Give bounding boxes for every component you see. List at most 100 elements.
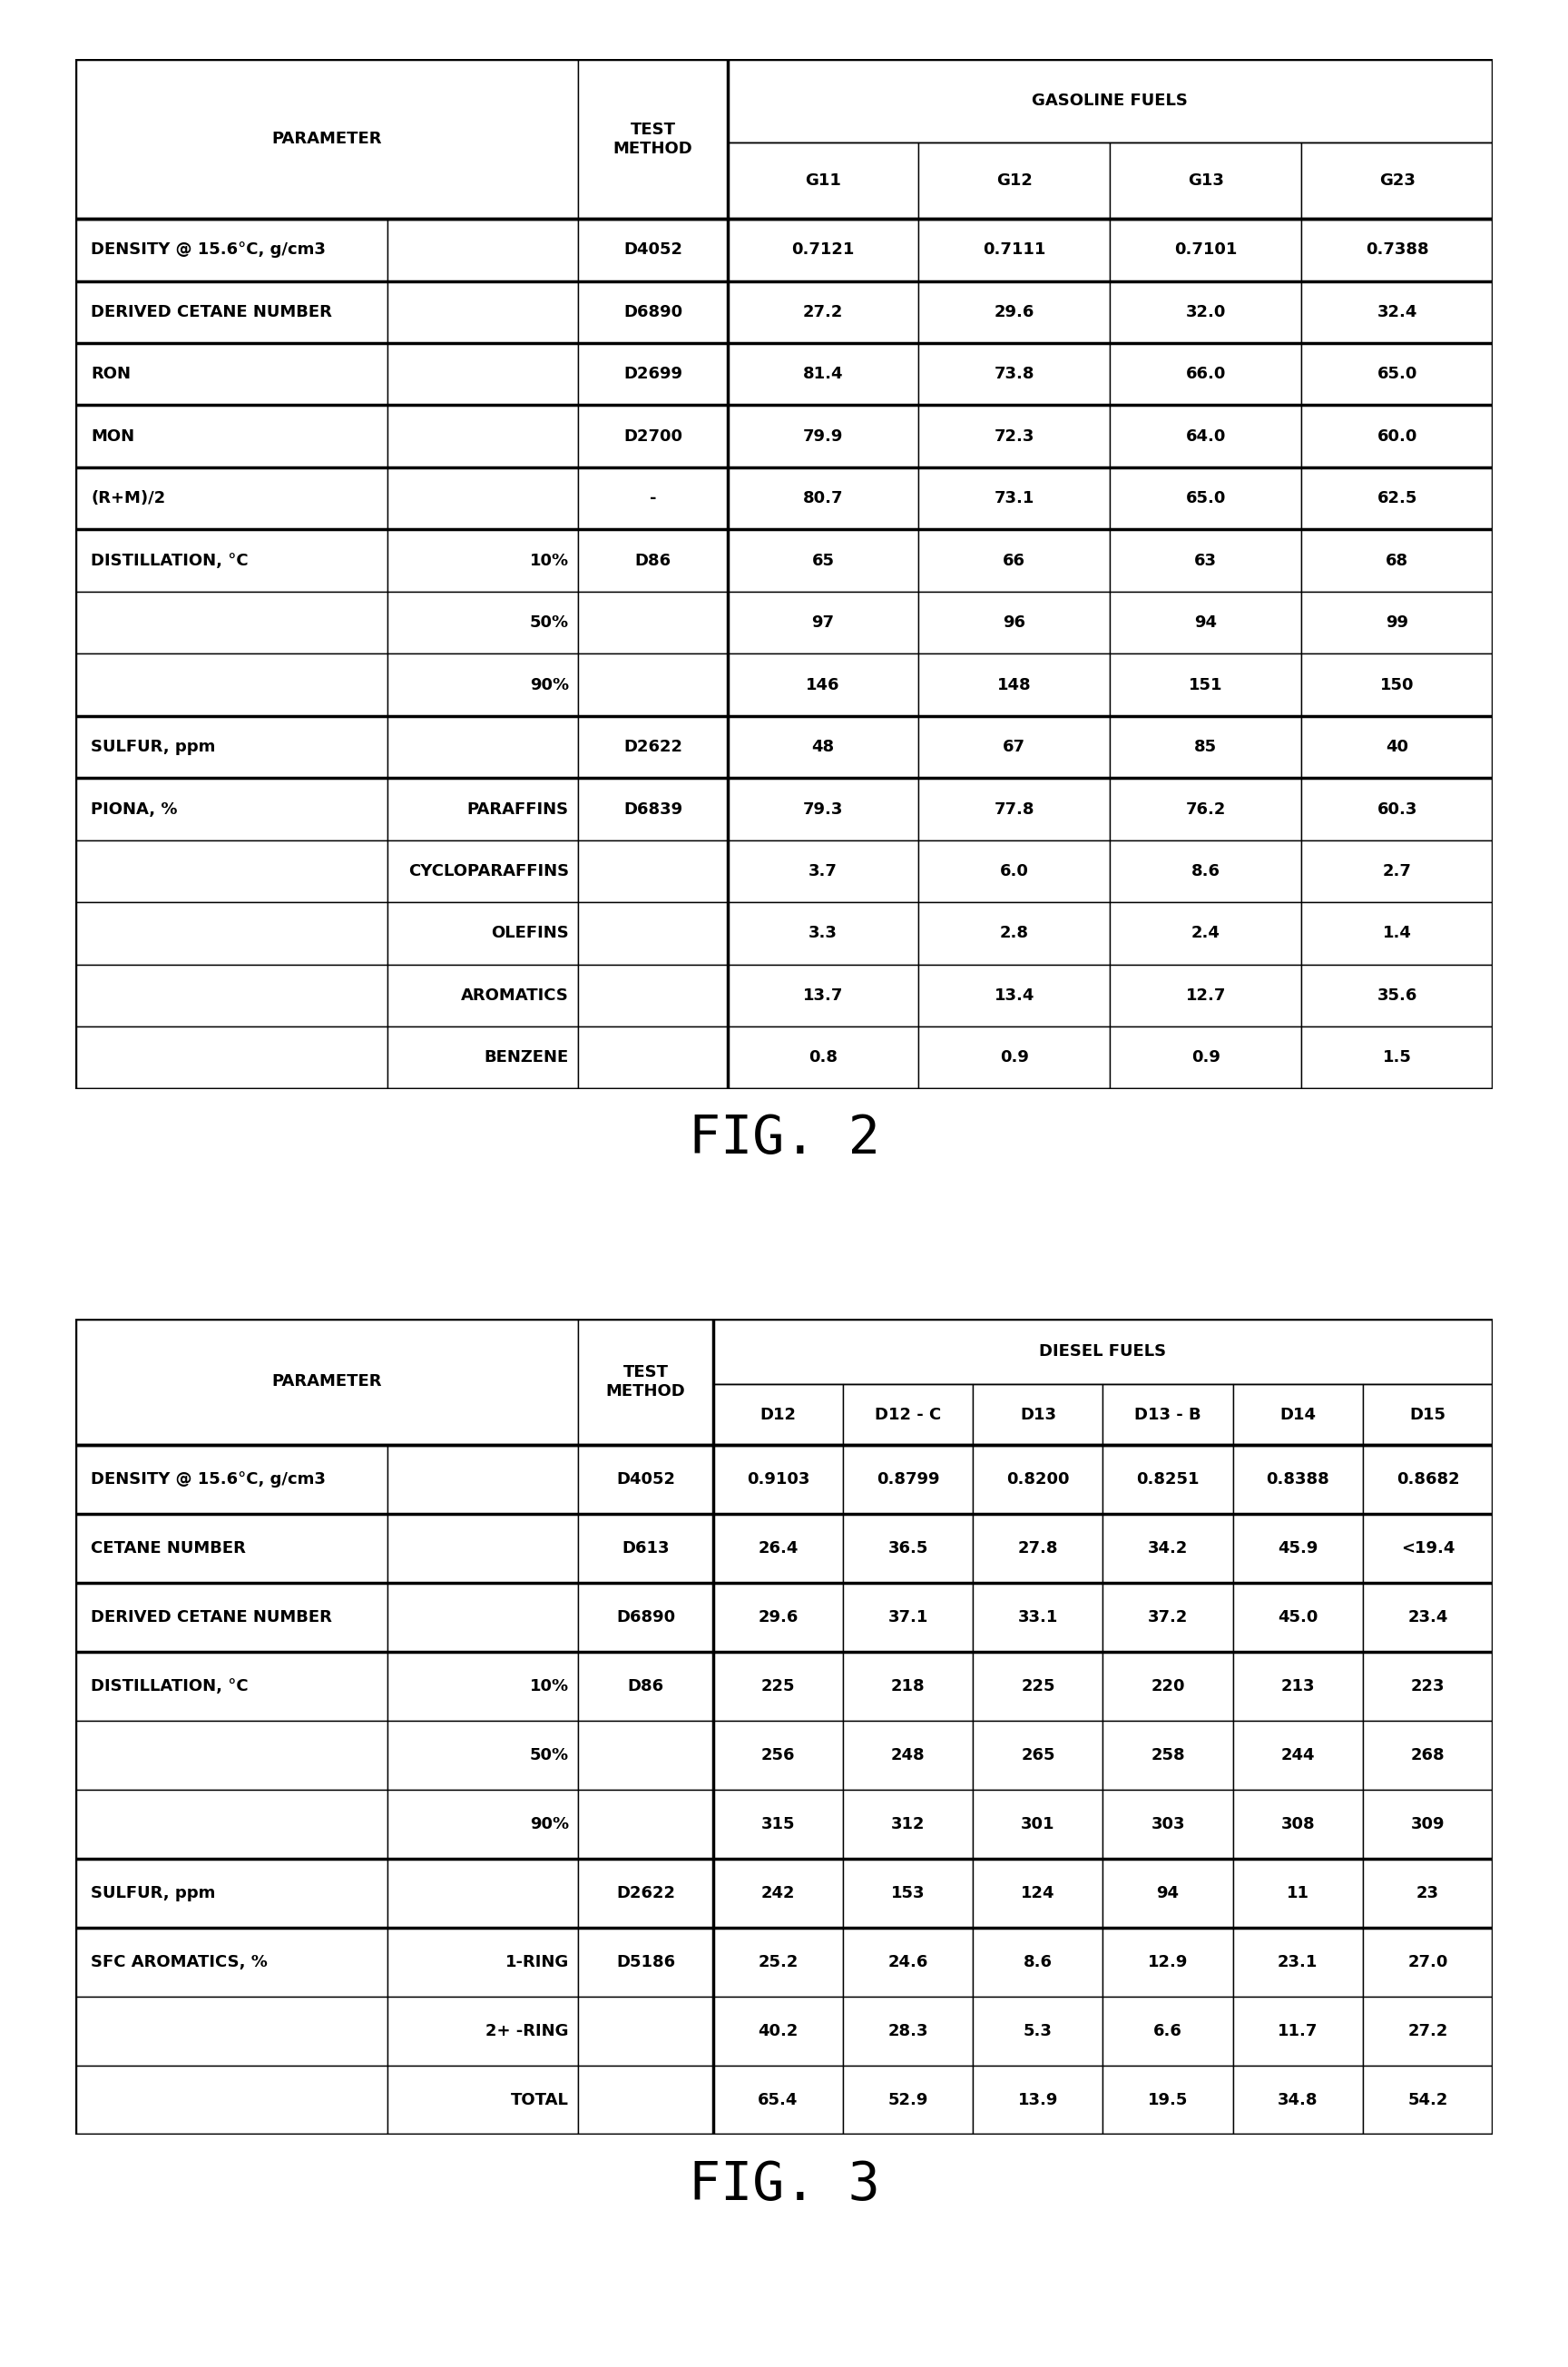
Text: D13: D13 xyxy=(1019,1406,1057,1423)
Bar xyxy=(75,902,387,963)
Bar xyxy=(1363,1721,1493,1789)
Bar xyxy=(1301,218,1493,282)
Bar xyxy=(387,963,579,1027)
Bar xyxy=(919,653,1110,715)
Bar xyxy=(387,592,579,653)
Text: D613: D613 xyxy=(622,1541,670,1557)
Text: G13: G13 xyxy=(1187,173,1223,189)
Bar xyxy=(1232,1652,1363,1721)
Bar xyxy=(1301,779,1493,840)
Bar xyxy=(579,530,728,592)
Text: TEST
METHOD: TEST METHOD xyxy=(605,1363,685,1399)
Text: 29.6: 29.6 xyxy=(994,303,1035,320)
Text: 225: 225 xyxy=(760,1678,795,1695)
Text: 24.6: 24.6 xyxy=(887,1955,928,1972)
Bar xyxy=(75,282,387,343)
Text: 0.7111: 0.7111 xyxy=(983,241,1046,258)
Text: 2+ -RING: 2+ -RING xyxy=(486,2024,569,2040)
Bar xyxy=(713,1721,844,1789)
Text: 6.6: 6.6 xyxy=(1154,2024,1182,2040)
Text: 27.0: 27.0 xyxy=(1408,1955,1447,1972)
Bar xyxy=(1363,1385,1493,1444)
Bar xyxy=(579,1515,713,1584)
Text: 258: 258 xyxy=(1151,1747,1185,1763)
Bar xyxy=(579,1789,713,1858)
Bar xyxy=(1301,530,1493,592)
Bar xyxy=(1301,405,1493,466)
Bar xyxy=(579,282,728,343)
Text: 79.9: 79.9 xyxy=(803,428,844,445)
Bar xyxy=(1232,1385,1363,1444)
Text: 213: 213 xyxy=(1281,1678,1316,1695)
Bar xyxy=(844,1584,974,1652)
Bar xyxy=(1110,653,1301,715)
Bar xyxy=(1232,1858,1363,1929)
Bar xyxy=(844,1444,974,1515)
Text: 150: 150 xyxy=(1380,677,1414,694)
Bar xyxy=(1363,1789,1493,1858)
Text: 28.3: 28.3 xyxy=(887,2024,928,2040)
Bar xyxy=(919,405,1110,466)
Text: D2700: D2700 xyxy=(624,428,682,445)
Bar xyxy=(1102,1721,1232,1789)
Text: G12: G12 xyxy=(996,173,1032,189)
Bar xyxy=(75,715,387,779)
Bar xyxy=(387,653,579,715)
Bar xyxy=(1102,1584,1232,1652)
Text: 40: 40 xyxy=(1386,739,1408,755)
Text: 97: 97 xyxy=(812,615,834,632)
Bar xyxy=(844,1998,974,2066)
Bar xyxy=(579,1027,728,1089)
Bar xyxy=(75,343,387,405)
Text: 65.0: 65.0 xyxy=(1377,367,1417,383)
Text: 0.8200: 0.8200 xyxy=(1007,1472,1069,1489)
Text: 52.9: 52.9 xyxy=(887,2092,928,2109)
Bar xyxy=(974,1789,1102,1858)
Bar xyxy=(1110,1027,1301,1089)
Bar xyxy=(1301,1027,1493,1089)
Bar xyxy=(919,343,1110,405)
Bar xyxy=(713,1584,844,1652)
Text: FIG. 3: FIG. 3 xyxy=(688,2159,880,2211)
Text: 63: 63 xyxy=(1195,552,1217,568)
Bar xyxy=(75,530,387,592)
Bar xyxy=(1102,1385,1232,1444)
Bar xyxy=(387,779,579,840)
Bar xyxy=(387,1652,579,1721)
Text: 27.2: 27.2 xyxy=(803,303,844,320)
Text: 19.5: 19.5 xyxy=(1148,2092,1189,2109)
Bar xyxy=(75,218,387,282)
Bar xyxy=(75,1515,387,1584)
Text: 37.2: 37.2 xyxy=(1148,1610,1189,1626)
Bar xyxy=(713,1929,844,1998)
Bar xyxy=(387,343,579,405)
Text: 66: 66 xyxy=(1004,552,1025,568)
Text: 151: 151 xyxy=(1189,677,1223,694)
Bar xyxy=(387,530,579,592)
Bar xyxy=(919,902,1110,963)
Bar xyxy=(1110,840,1301,902)
Text: 218: 218 xyxy=(891,1678,925,1695)
Bar xyxy=(1301,715,1493,779)
Text: 68: 68 xyxy=(1386,552,1408,568)
Text: 94: 94 xyxy=(1157,1886,1179,1901)
Text: 76.2: 76.2 xyxy=(1185,800,1226,817)
Bar xyxy=(75,1652,387,1721)
Bar xyxy=(728,963,919,1027)
Text: 124: 124 xyxy=(1021,1886,1055,1901)
Bar xyxy=(387,282,579,343)
Text: 10%: 10% xyxy=(530,1678,569,1695)
Text: 225: 225 xyxy=(1021,1678,1055,1695)
Bar xyxy=(974,1444,1102,1515)
Text: 8.6: 8.6 xyxy=(1192,864,1220,881)
Bar xyxy=(1110,902,1301,963)
Text: 34.2: 34.2 xyxy=(1148,1541,1189,1557)
Text: DERIVED CETANE NUMBER: DERIVED CETANE NUMBER xyxy=(91,1610,332,1626)
Bar xyxy=(387,1515,579,1584)
Text: DISTILLATION, °C: DISTILLATION, °C xyxy=(91,552,248,568)
Bar xyxy=(844,1789,974,1858)
Bar xyxy=(728,282,919,343)
Bar xyxy=(974,2066,1102,2135)
Bar xyxy=(579,1444,713,1515)
Bar xyxy=(579,1652,713,1721)
